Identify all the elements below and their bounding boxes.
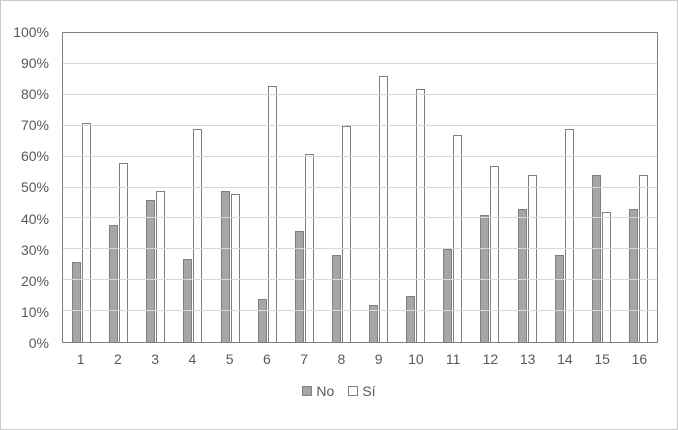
bar-sí-7 xyxy=(304,153,314,342)
y-axis-tick-label: 20% xyxy=(20,272,49,289)
bar-group-5 xyxy=(212,33,249,342)
bar-sí-2 xyxy=(119,162,129,342)
x-axis-tick-label: 6 xyxy=(262,351,271,367)
bar-sí-16 xyxy=(638,175,648,342)
bar-group-6 xyxy=(249,33,286,342)
y-axis-tick-label: 0% xyxy=(28,334,49,351)
bar-group-12 xyxy=(471,33,508,342)
bar-no-8 xyxy=(331,255,341,342)
bar-sí-8 xyxy=(341,125,351,342)
bar-group-16 xyxy=(620,33,657,342)
x-axis-tick-label: 13 xyxy=(519,351,536,367)
bar-group-9 xyxy=(360,33,397,342)
x-axis: 1 2 3 4 5 6 7 8 9 10 11 12 13 14 15 16 xyxy=(62,351,658,367)
bar-no-15 xyxy=(591,175,601,342)
bars-row xyxy=(63,33,657,342)
y-axis-tick-label: 60% xyxy=(20,148,49,165)
x-axis-tick-label: 7 xyxy=(300,351,309,367)
legend-item-si: Sí xyxy=(348,383,376,399)
y-axis-tick-label: 30% xyxy=(20,241,49,258)
bar-no-12 xyxy=(480,215,490,342)
bar-no-1 xyxy=(72,261,82,342)
bar-no-13 xyxy=(517,209,527,342)
bar-sí-4 xyxy=(193,128,203,342)
bar-group-4 xyxy=(174,33,211,342)
x-axis-tick-label: 11 xyxy=(445,351,461,367)
bar-group-8 xyxy=(323,33,360,342)
legend-item-no: No xyxy=(302,383,334,399)
x-axis-tick-label: 3 xyxy=(151,351,160,367)
x-axis-tick-label: 10 xyxy=(408,351,424,367)
bar-no-6 xyxy=(257,298,267,342)
bar-group-14 xyxy=(546,33,583,342)
bar-sí-1 xyxy=(82,122,92,342)
bar-no-10 xyxy=(406,295,416,342)
bar-no-14 xyxy=(554,255,564,342)
gridline xyxy=(63,93,657,95)
plot-area xyxy=(62,32,658,343)
bar-sí-9 xyxy=(379,76,389,342)
y-axis-tick-label: 40% xyxy=(20,210,49,227)
x-axis-tick-label: 16 xyxy=(631,351,648,367)
bar-no-3 xyxy=(146,199,156,342)
x-axis-tick-label: 1 xyxy=(76,351,85,367)
bar-group-7 xyxy=(286,33,323,342)
legend-label-si: Sí xyxy=(362,383,376,399)
x-axis-tick-label: 12 xyxy=(482,351,499,367)
x-axis-tick-label: 15 xyxy=(594,351,610,367)
bar-group-3 xyxy=(137,33,174,342)
bar-no-2 xyxy=(109,224,119,342)
legend-label-no: No xyxy=(316,383,335,399)
bar-sí-13 xyxy=(527,175,537,342)
gridline xyxy=(63,279,657,281)
bar-sí-5 xyxy=(230,193,240,342)
y-axis-tick-label: 10% xyxy=(20,303,49,320)
bar-sí-6 xyxy=(267,85,277,342)
bar-sí-15 xyxy=(601,212,611,342)
bar-group-10 xyxy=(397,33,434,342)
bar-no-4 xyxy=(183,258,193,342)
bar-sí-14 xyxy=(564,128,574,342)
x-axis-tick-label: 14 xyxy=(557,351,573,367)
no-series-swatch-icon xyxy=(302,386,313,396)
gridline xyxy=(63,217,657,219)
y-axis-tick-label: 70% xyxy=(20,117,49,134)
gridline xyxy=(63,155,657,157)
bar-no-7 xyxy=(294,230,304,342)
bar-sí-12 xyxy=(490,165,500,342)
bar-no-5 xyxy=(220,190,230,342)
si-series-swatch-icon xyxy=(348,386,359,396)
bar-group-15 xyxy=(583,33,620,342)
bar-sí-10 xyxy=(416,88,426,342)
gridline xyxy=(63,62,657,64)
y-axis: 100% 90% 80% 70% 60% 50% 40% 30% 20% 10% 0% xyxy=(1,24,49,351)
x-axis-tick-label: 5 xyxy=(225,351,234,367)
gridline xyxy=(63,186,657,188)
gridline xyxy=(63,310,657,312)
bar-group-11 xyxy=(434,33,471,342)
gridline xyxy=(63,248,657,250)
gridline xyxy=(63,124,657,126)
bar-no-11 xyxy=(443,249,453,342)
legend: No Sí xyxy=(1,383,677,399)
bar-sí-3 xyxy=(156,190,166,342)
x-axis-tick-label: 2 xyxy=(113,351,122,367)
x-axis-tick-label: 4 xyxy=(188,351,197,367)
y-axis-tick-label: 90% xyxy=(20,55,49,72)
bar-no-9 xyxy=(369,304,379,342)
bar-sí-11 xyxy=(453,134,463,342)
y-axis-tick-label: 100% xyxy=(13,24,49,40)
x-axis-tick-label: 8 xyxy=(337,351,346,367)
bar-group-1 xyxy=(63,33,100,342)
y-axis-tick-label: 50% xyxy=(20,179,49,196)
bar-group-2 xyxy=(100,33,137,342)
bar-no-16 xyxy=(628,209,638,342)
y-axis-tick-label: 80% xyxy=(20,86,49,103)
x-axis-tick-label: 9 xyxy=(374,351,383,367)
bar-group-13 xyxy=(509,33,546,342)
